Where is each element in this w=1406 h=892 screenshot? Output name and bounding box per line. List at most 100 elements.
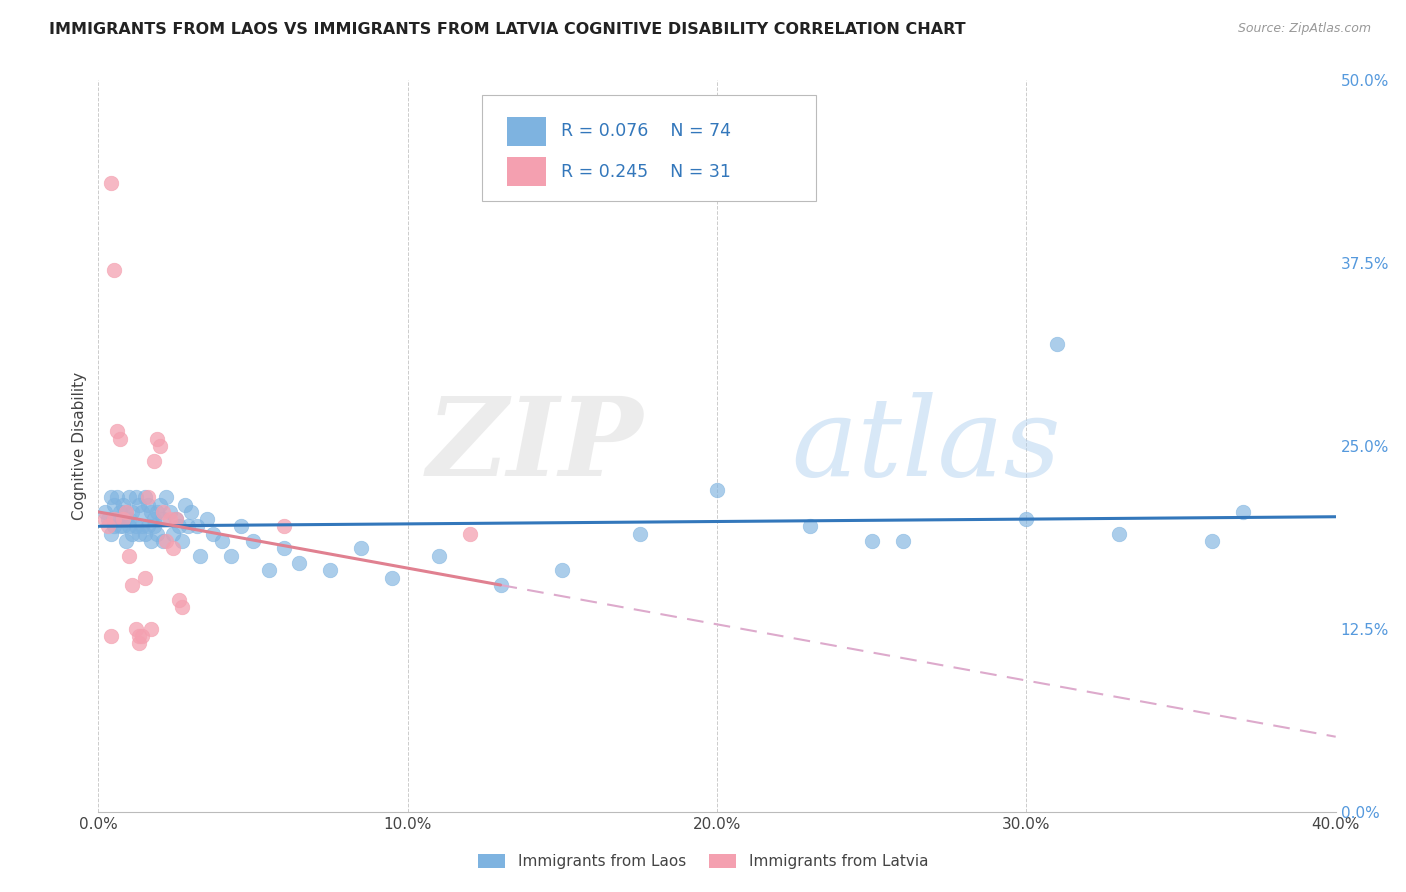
Point	[162, 526, 184, 541]
Point	[489, 578, 512, 592]
Point	[167, 592, 190, 607]
Point	[128, 526, 150, 541]
Point	[146, 526, 169, 541]
Point	[427, 549, 450, 563]
Point	[149, 439, 172, 453]
Point	[242, 534, 264, 549]
Point	[146, 432, 169, 446]
Point	[100, 490, 122, 504]
Point	[100, 526, 122, 541]
Point	[108, 505, 131, 519]
Point	[152, 512, 174, 526]
Point	[273, 519, 295, 533]
Point	[112, 498, 135, 512]
Point	[143, 519, 166, 533]
Point	[628, 526, 651, 541]
Point	[134, 526, 156, 541]
Point	[706, 483, 728, 497]
Point	[100, 176, 122, 190]
Point	[257, 563, 280, 577]
Point	[118, 490, 141, 504]
Point	[229, 519, 252, 533]
Point	[103, 498, 125, 512]
Point	[128, 498, 150, 512]
Point	[115, 534, 138, 549]
Point	[319, 563, 342, 577]
Point	[799, 519, 821, 533]
Point	[128, 636, 150, 650]
Bar	[506, 117, 547, 146]
Point	[108, 519, 131, 533]
Point	[121, 505, 143, 519]
Point	[170, 534, 193, 549]
Text: atlas: atlas	[792, 392, 1062, 500]
Point	[128, 629, 150, 643]
Point	[195, 512, 218, 526]
Point	[105, 512, 128, 526]
Point	[350, 541, 373, 556]
Point	[170, 599, 193, 614]
Point	[1046, 336, 1069, 351]
Point	[136, 490, 159, 504]
Point	[152, 505, 174, 519]
Point	[100, 629, 122, 643]
Point	[103, 512, 125, 526]
Point	[180, 505, 202, 519]
Text: ZIP: ZIP	[426, 392, 643, 500]
Point	[105, 425, 128, 439]
Point	[155, 534, 177, 549]
Point	[152, 534, 174, 549]
Point	[381, 571, 404, 585]
Point	[97, 519, 120, 533]
Point	[159, 505, 181, 519]
Point	[121, 578, 143, 592]
Bar	[506, 157, 547, 186]
Point	[860, 534, 883, 549]
Point	[167, 519, 190, 533]
Point	[103, 263, 125, 277]
Point	[201, 526, 224, 541]
Y-axis label: Cognitive Disability: Cognitive Disability	[72, 372, 87, 520]
Point	[139, 534, 162, 549]
Point	[155, 490, 177, 504]
Point	[288, 556, 311, 570]
Point	[139, 505, 162, 519]
Point	[136, 519, 159, 533]
Point	[136, 498, 159, 512]
Text: R = 0.076    N = 74: R = 0.076 N = 74	[561, 122, 731, 140]
Point	[211, 534, 233, 549]
Point	[186, 519, 208, 533]
Point	[146, 505, 169, 519]
Point	[103, 519, 125, 533]
FancyBboxPatch shape	[482, 95, 815, 201]
Point	[121, 526, 143, 541]
Legend: Immigrants from Laos, Immigrants from Latvia: Immigrants from Laos, Immigrants from La…	[472, 847, 934, 875]
Point	[165, 512, 187, 526]
Point	[134, 571, 156, 585]
Point	[143, 453, 166, 467]
Point	[108, 432, 131, 446]
Point	[105, 490, 128, 504]
Point	[112, 512, 135, 526]
Point	[112, 519, 135, 533]
Point	[273, 541, 295, 556]
Point	[118, 549, 141, 563]
Text: R = 0.245    N = 31: R = 0.245 N = 31	[561, 162, 731, 181]
Point	[458, 526, 481, 541]
Point	[1232, 505, 1254, 519]
Point	[124, 622, 146, 636]
Point	[1201, 534, 1223, 549]
Point	[115, 505, 138, 519]
Point	[165, 512, 187, 526]
Point	[159, 512, 181, 526]
Point	[221, 549, 243, 563]
Point	[162, 541, 184, 556]
Text: Source: ZipAtlas.com: Source: ZipAtlas.com	[1237, 22, 1371, 36]
Point	[177, 519, 200, 533]
Point	[115, 505, 138, 519]
Point	[134, 490, 156, 504]
Point	[124, 490, 146, 504]
Point	[131, 629, 153, 643]
Point	[551, 563, 574, 577]
Point	[891, 534, 914, 549]
